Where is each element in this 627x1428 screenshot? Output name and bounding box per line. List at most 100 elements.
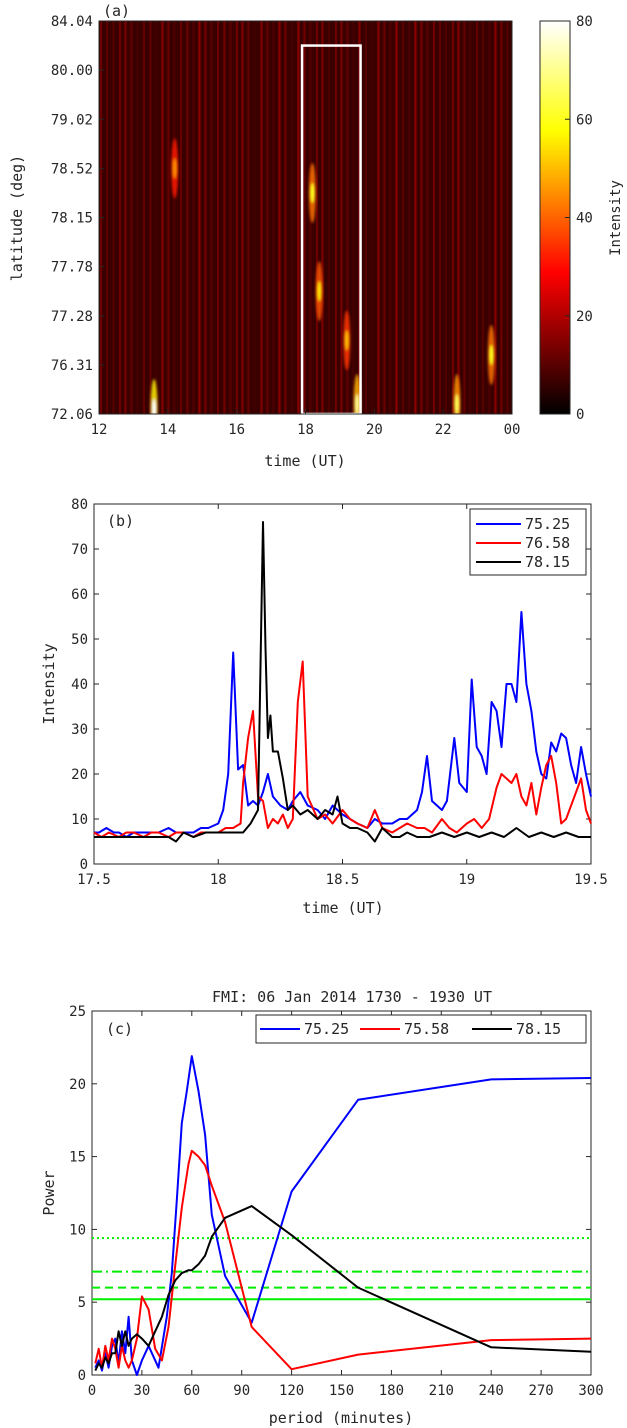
panel-c-xlabel: period (minutes)	[269, 1409, 414, 1427]
heatmap-streak	[389, 21, 391, 414]
heatmap-streak	[291, 21, 293, 414]
y-tick-label: 80.00	[51, 63, 93, 79]
panel-c-title: FMI: 06 Jan 2014 1730 - 1930 UT	[212, 988, 492, 1006]
heatmap-streak	[278, 21, 280, 414]
heatmap-streak	[352, 21, 354, 414]
heatmap-streak	[322, 21, 324, 414]
heatmap-streak	[297, 21, 299, 414]
x-tick-label: 00	[504, 422, 521, 438]
y-tick-label: 5	[78, 1295, 86, 1311]
heatmap-streak	[414, 21, 416, 414]
heatmap-streak	[396, 21, 398, 414]
legend-box	[255, 1014, 587, 1044]
heatmap-streak	[136, 21, 138, 414]
x-tick-label: 180	[379, 1383, 404, 1399]
heatmap-streak	[211, 21, 213, 414]
heatmap-streak	[469, 21, 471, 414]
heatmap-streak	[340, 21, 342, 414]
colorbar-tick-label: 60	[576, 112, 593, 128]
heatmap-ylabel: latitude (deg)	[8, 155, 26, 281]
heatmap-streak	[482, 21, 484, 414]
colorbar-tick-label: 20	[576, 309, 593, 325]
heatmap-streak	[217, 21, 219, 414]
heatmap-streak	[247, 21, 249, 414]
heatmap-streak	[223, 21, 225, 414]
x-tick-label: 16	[228, 422, 245, 438]
heatmap-streak	[150, 21, 152, 414]
heatmap-feature-core	[489, 345, 494, 366]
heatmap-streak	[205, 21, 207, 414]
heatmap-streak	[445, 21, 447, 414]
heatmap-streak	[106, 21, 108, 414]
heatmap-streak	[464, 21, 466, 414]
y-tick-label: 78.15	[51, 211, 93, 227]
heatmap-streak	[432, 21, 434, 414]
heatmap-streak	[427, 21, 429, 414]
x-tick-label: 20	[366, 422, 383, 438]
panel-c-ticks: 0 30 60 90 120 150 180 210 240 270 300 0 5 10 15 20 25	[69, 1004, 604, 1399]
panel-c-thresholds	[92, 1237, 591, 1301]
heatmap-streak	[167, 21, 169, 414]
heatmap-streak	[161, 21, 163, 414]
heatmap-streak	[421, 21, 423, 414]
x-tick-label: 120	[279, 1383, 304, 1399]
panel-b-label: (b)	[107, 512, 134, 530]
heatmap-streak	[489, 21, 491, 414]
y-tick-label: 20	[71, 767, 88, 783]
heatmap-streak	[463, 21, 465, 414]
heatmap-streak	[112, 21, 114, 414]
heatmap-streak	[113, 21, 115, 414]
heatmap-streak	[193, 21, 195, 414]
heatmap-streak	[180, 21, 182, 414]
heatmap-streak	[236, 21, 238, 414]
y-tick-label: 15	[69, 1150, 86, 1166]
heatmap-streak	[335, 21, 337, 414]
x-tick-label: 22	[435, 422, 452, 438]
legend-entry-1: 75.25	[304, 1020, 349, 1038]
series-line-78.15	[94, 1205, 592, 1372]
heatmap-streak	[279, 21, 281, 414]
x-tick-label: 14	[159, 422, 176, 438]
heatmap-streak	[328, 21, 330, 414]
x-tick-label: 19.5	[574, 872, 608, 888]
x-tick-label: 19	[458, 872, 475, 888]
y-tick-label: 40	[71, 677, 88, 693]
heatmap-streak	[198, 21, 200, 414]
y-tick-label: 10	[69, 1222, 86, 1238]
heatmap-streak	[494, 21, 496, 414]
heatmap-streak	[377, 21, 379, 414]
y-tick-label: 84.04	[51, 14, 93, 30]
heatmap-streak	[390, 21, 392, 414]
panel-b-ylabel: Intensity	[40, 643, 58, 724]
y-tick-label: 70	[71, 542, 88, 558]
heatmap-streak	[426, 21, 428, 414]
x-tick-label: 90	[233, 1383, 250, 1399]
y-tick-label: 80	[71, 497, 88, 513]
x-tick-label: 60	[183, 1383, 200, 1399]
heatmap-x-ticks: 12 14 16 18 20 22 00	[91, 409, 521, 438]
heatmap-streak	[495, 21, 497, 414]
y-tick-label: 30	[71, 722, 88, 738]
colorbar-tick-label: 0	[576, 407, 584, 423]
x-tick-label: 270	[528, 1383, 553, 1399]
heatmap-streak	[155, 21, 157, 414]
heatmap-streak	[162, 21, 164, 414]
heatmap-streak	[137, 21, 139, 414]
heatmap-streak	[131, 21, 133, 414]
y-tick-label: 10	[71, 812, 88, 828]
x-tick-label: 150	[329, 1383, 354, 1399]
y-tick-label: 77.28	[51, 309, 93, 325]
heatmap-streak	[309, 21, 311, 414]
heatmap-streak	[371, 21, 373, 414]
heatmap-streak	[260, 21, 262, 414]
heatmap-streak	[210, 21, 212, 414]
legend-entry-1: 75.25	[525, 515, 570, 533]
heatmap-streak	[304, 21, 306, 414]
x-tick-label: 18.5	[326, 872, 360, 888]
heatmap-streak	[334, 21, 336, 414]
heatmap-streak	[500, 21, 502, 414]
heatmap-streak	[186, 21, 188, 414]
heatmap-streak	[303, 21, 305, 414]
colorbar-tick-label: 40	[576, 211, 593, 227]
